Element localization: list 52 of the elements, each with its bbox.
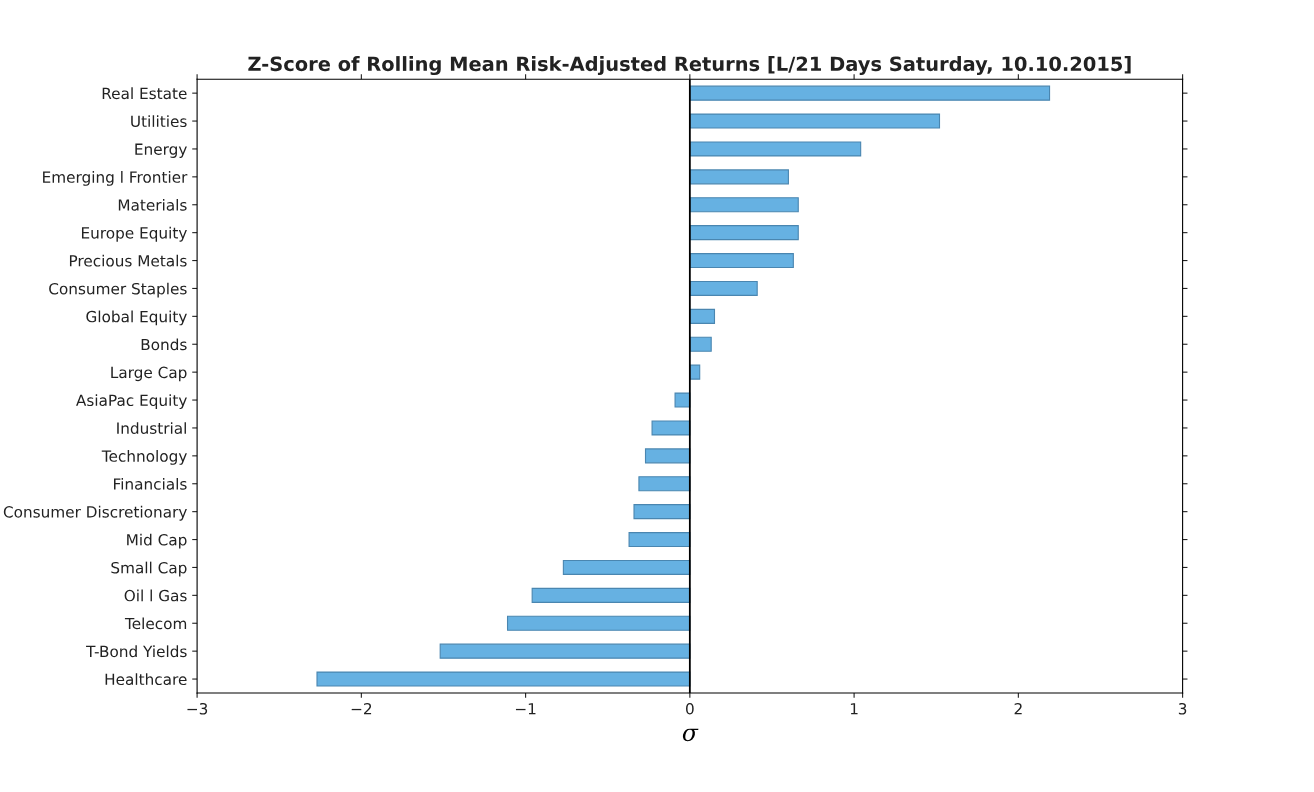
y-tick-label: Utilities (131, 115, 187, 128)
bar (644, 448, 691, 464)
bar (689, 336, 712, 352)
y-tick-label: Materials (118, 198, 187, 211)
y-tick-label: Healthcare (105, 673, 187, 686)
bar (316, 671, 691, 687)
bar (689, 113, 941, 129)
y-tick-label: Oil l Gas (124, 589, 187, 602)
bar (638, 476, 691, 492)
y-tick-label: Global Equity (86, 310, 187, 326)
x-tick-label: 3 (1178, 702, 1187, 715)
x-tick-label: −1 (515, 703, 536, 715)
y-tick-label: Industrial (117, 422, 186, 434)
bar (439, 643, 691, 659)
bar (633, 504, 691, 520)
x-tick-label: −2 (351, 702, 372, 715)
y-tick-label: Emerging l Frontier (43, 171, 188, 186)
y-tick-label: Consumer Discretionary (3, 505, 187, 521)
y-tick-label: T-Bond Yields (86, 645, 187, 658)
bar (562, 559, 691, 575)
y-tick-label: Large Cap (111, 366, 187, 382)
bar (689, 141, 862, 157)
y-tick-label: Consumer Staples (49, 282, 187, 298)
bar (689, 225, 799, 241)
x-tick-label: 2 (1014, 702, 1022, 715)
y-tick-label: Technology (101, 450, 187, 465)
y-tick-label: Financials (114, 477, 187, 490)
x-tick-label: 1 (850, 703, 858, 715)
bar (689, 197, 799, 213)
bar (689, 280, 758, 296)
y-tick-label: Precious Metals (69, 254, 187, 267)
y-tick-label: Energy (135, 143, 187, 158)
bar (689, 169, 789, 185)
x-axis-title: σ (682, 728, 699, 742)
bar (506, 615, 691, 631)
bar (689, 253, 794, 269)
y-tick-label: AsiaPac Equity (76, 394, 187, 410)
x-tick-label: −3 (187, 702, 208, 715)
bar (651, 420, 691, 436)
bar (689, 85, 1051, 101)
x-tick-label: 0 (686, 702, 694, 715)
chart-title: Z-Score of Rolling Mean Risk-Adjusted Returns [L/21 Days Saturday, 10.10.2015] (248, 56, 1131, 76)
bar (628, 532, 691, 548)
y-tick-label: Real Estate (102, 87, 187, 100)
y-tick-label: Telecom (124, 617, 187, 630)
y-tick-label: Bonds (141, 338, 187, 351)
y-tick-label: Europe Equity (81, 226, 187, 242)
bar (689, 308, 716, 324)
y-tick-label: Small Cap (111, 561, 187, 577)
y-tick-label: Mid Cap (127, 533, 187, 549)
bar (674, 392, 691, 408)
bar (531, 587, 691, 603)
